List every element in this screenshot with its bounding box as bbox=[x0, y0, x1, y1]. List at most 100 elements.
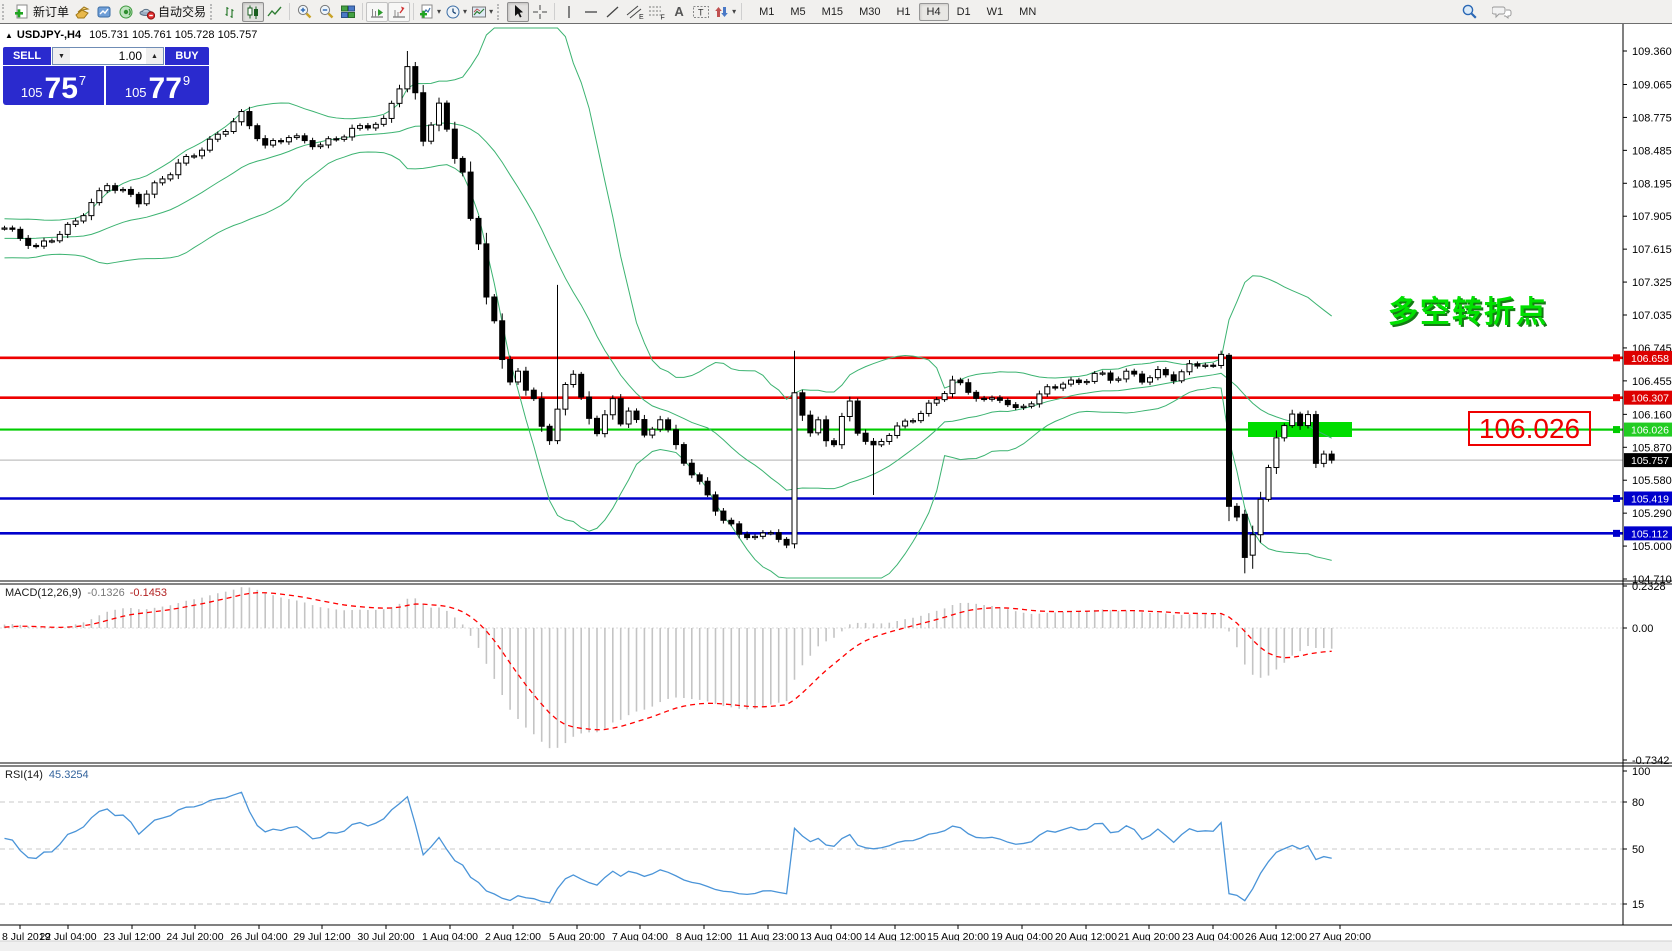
svg-text:105.112: 105.112 bbox=[1631, 528, 1668, 540]
svg-text:80: 80 bbox=[1632, 797, 1644, 809]
cursor-button[interactable] bbox=[507, 1, 530, 22]
clock-icon bbox=[446, 5, 460, 18]
svg-text:109.065: 109.065 bbox=[1632, 79, 1672, 91]
svg-text:E: E bbox=[639, 14, 644, 20]
timeframe-h4[interactable]: H4 bbox=[918, 2, 949, 21]
chat-icon[interactable] bbox=[1492, 4, 1512, 20]
timeframe-mn[interactable]: MN bbox=[1019, 5, 1037, 18]
toolbar-separator bbox=[741, 3, 743, 20]
svg-text:50: 50 bbox=[1632, 844, 1644, 856]
symbol-title[interactable]: ▲ USDJPY-,H4 105.731 105.761 105.728 105.7… bbox=[5, 29, 257, 41]
horizontal-line-button[interactable] bbox=[580, 2, 602, 22]
indicators-button[interactable]: ▾ bbox=[417, 2, 443, 22]
profiles-icon bbox=[97, 6, 111, 17]
timeframe-m15[interactable]: M15 bbox=[821, 5, 844, 18]
search-icon[interactable] bbox=[1461, 3, 1478, 20]
chart-shift-button[interactable] bbox=[388, 1, 411, 22]
autotrade-button[interactable]: 自动交易 bbox=[137, 2, 208, 22]
line-chart-icon bbox=[267, 6, 282, 16]
svg-text:105.870: 105.870 bbox=[1632, 442, 1672, 454]
buy-price[interactable]: 105 77 9 bbox=[106, 66, 209, 105]
shapes-icon bbox=[715, 6, 728, 17]
new-order-label: 新订单 bbox=[33, 5, 70, 19]
toolbar-separator bbox=[362, 3, 364, 20]
bar-chart-button[interactable] bbox=[220, 2, 242, 22]
text-button[interactable]: A bbox=[668, 2, 690, 22]
svg-text:8 Jul 2019: 8 Jul 2019 bbox=[2, 931, 51, 943]
timeframe-w1[interactable]: W1 bbox=[986, 5, 1004, 18]
autotrade-label: 自动交易 bbox=[158, 5, 207, 19]
svg-text:29 Jul 12:00: 29 Jul 12:00 bbox=[293, 931, 350, 943]
vertical-line-icon bbox=[568, 5, 570, 18]
tile-windows-icon bbox=[341, 5, 356, 18]
periods-button[interactable]: ▾ bbox=[443, 2, 469, 22]
cursor-icon bbox=[515, 5, 524, 18]
crosshair-button[interactable] bbox=[529, 2, 551, 22]
timeframe-m1[interactable]: M1 bbox=[759, 5, 775, 18]
svg-text:T: T bbox=[698, 7, 704, 17]
candlestick-button[interactable] bbox=[242, 1, 265, 22]
svg-text:30 Jul 20:00: 30 Jul 20:00 bbox=[357, 931, 414, 943]
market-watch-button[interactable] bbox=[71, 2, 93, 22]
profiles-button[interactable] bbox=[93, 2, 115, 22]
macd-main-value: -0.1326 bbox=[87, 587, 125, 599]
timeframe-m30[interactable]: M30 bbox=[859, 5, 881, 18]
svg-text:13 Aug 04:00: 13 Aug 04:00 bbox=[800, 931, 862, 943]
signals-button[interactable] bbox=[115, 2, 137, 22]
tile-windows-button[interactable] bbox=[337, 2, 359, 22]
toolbar-separator bbox=[289, 3, 291, 20]
templates-button[interactable]: ▾ bbox=[469, 2, 495, 22]
sell-price-prefix: 105 bbox=[20, 85, 43, 100]
new-order-button[interactable]: 新订单 bbox=[12, 2, 71, 22]
new-order-icon bbox=[15, 4, 28, 18]
svg-text:15: 15 bbox=[1632, 899, 1644, 911]
dropdown-arrow-icon: ▾ bbox=[732, 7, 737, 16]
svg-text:27 Aug 20:00: 27 Aug 20:00 bbox=[1309, 931, 1371, 943]
label-button[interactable]: T bbox=[690, 2, 712, 22]
symbol-name: USDJPY-,H4 bbox=[16, 29, 82, 41]
svg-text:F: F bbox=[661, 14, 665, 20]
text-tool-icon: A bbox=[674, 4, 684, 19]
dropdown-arrow-icon: ▾ bbox=[489, 7, 494, 16]
zoom-in-button[interactable] bbox=[293, 2, 315, 22]
svg-text:26 Aug 12:00: 26 Aug 12:00 bbox=[1245, 931, 1307, 943]
fibonacci-icon: F bbox=[649, 6, 665, 20]
toolbar-separator bbox=[554, 3, 556, 20]
svg-text:107.035: 107.035 bbox=[1632, 310, 1672, 322]
zoom-out-button[interactable] bbox=[315, 2, 337, 22]
toolbar-gripper bbox=[210, 3, 216, 20]
timeframe-d1[interactable]: D1 bbox=[956, 5, 971, 18]
auto-scroll-icon bbox=[371, 8, 384, 17]
trendline-button[interactable] bbox=[602, 2, 624, 22]
svg-text:106.658: 106.658 bbox=[1631, 353, 1669, 365]
volume-increase-button[interactable]: ▲ bbox=[146, 48, 163, 64]
svg-text:2 Aug 12:00: 2 Aug 12:00 bbox=[485, 931, 541, 943]
toolbar-gripper bbox=[497, 3, 503, 20]
line-chart-button[interactable] bbox=[264, 2, 286, 22]
sell-price[interactable]: 105 75 7 bbox=[3, 66, 104, 105]
channel-icon: E bbox=[626, 5, 644, 20]
volume-decrease-button[interactable]: ▼ bbox=[53, 48, 70, 64]
sell-price-main: 75 bbox=[44, 72, 78, 105]
fibonacci-button[interactable]: F bbox=[646, 2, 668, 22]
svg-text:26 Jul 04:00: 26 Jul 04:00 bbox=[230, 931, 287, 943]
zoom-in-icon bbox=[297, 4, 311, 19]
signals-icon bbox=[119, 5, 133, 18]
volume-input[interactable]: 1.00 bbox=[118, 49, 142, 63]
sell-button[interactable]: SELL bbox=[3, 47, 51, 65]
auto-scroll-button[interactable] bbox=[366, 1, 389, 22]
svg-text:105.000: 105.000 bbox=[1632, 541, 1672, 553]
bar-chart-icon bbox=[225, 6, 234, 18]
market-watch-icon bbox=[75, 5, 90, 18]
timeframe-h1[interactable]: H1 bbox=[896, 5, 911, 18]
svg-text:104.710: 104.710 bbox=[1632, 574, 1672, 586]
buy-button[interactable]: BUY bbox=[165, 47, 209, 65]
channel-button[interactable]: E bbox=[624, 2, 646, 22]
svg-text:107.905: 107.905 bbox=[1632, 211, 1672, 223]
vertical-line-button[interactable] bbox=[558, 2, 580, 22]
timeframe-m5[interactable]: M5 bbox=[790, 5, 806, 18]
sell-price-pip: 7 bbox=[78, 73, 87, 88]
dropdown-arrow-icon: ▾ bbox=[463, 7, 468, 16]
shapes-button[interactable]: ▾ bbox=[712, 2, 738, 22]
